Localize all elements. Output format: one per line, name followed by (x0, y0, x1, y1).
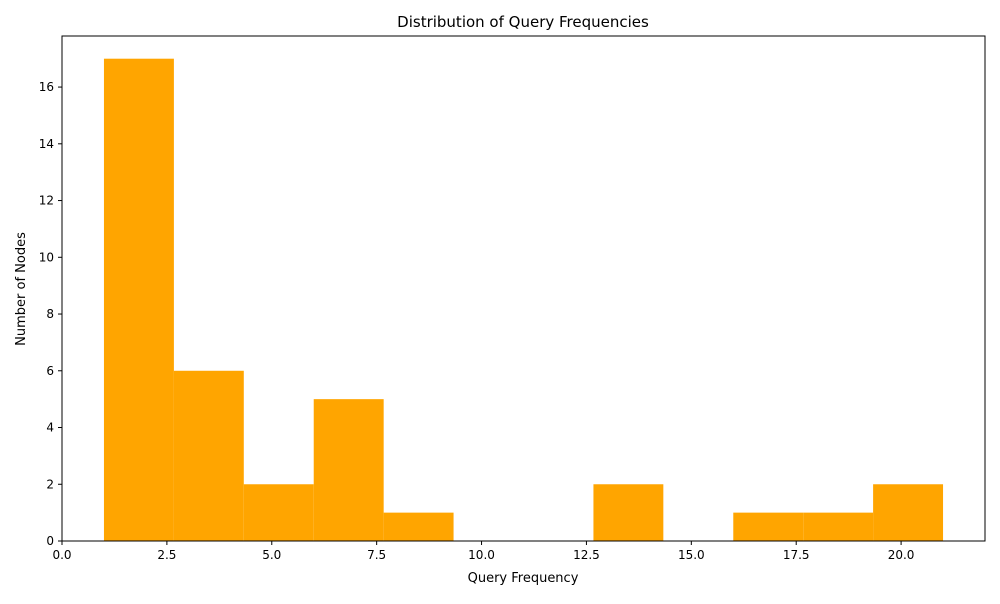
x-tick-label: 17.5 (783, 548, 810, 562)
x-tick-label: 20.0 (888, 548, 915, 562)
chart-title: Distribution of Query Frequencies (397, 13, 649, 31)
y-tick-label: 16 (39, 80, 54, 94)
x-tick-label: 15.0 (678, 548, 705, 562)
x-axis-label: Query Frequency (468, 571, 579, 586)
x-tick-label: 12.5 (573, 548, 600, 562)
y-tick-label: 6 (46, 364, 54, 378)
histogram-bar-2 (243, 484, 314, 541)
y-tick-label: 2 (46, 477, 54, 491)
x-tick-label: 5.0 (262, 548, 281, 562)
x-tick-label: 7.5 (367, 548, 386, 562)
y-tick-label: 10 (39, 250, 54, 264)
x-tick-label: 10.0 (468, 548, 495, 562)
y-tick-label: 0 (46, 534, 54, 548)
histogram-bar-3 (313, 399, 384, 541)
histogram-bar-1 (173, 370, 244, 541)
plot-frame (61, 35, 986, 542)
x-tick-label: 0.0 (52, 548, 71, 562)
histogram-bar-11 (873, 484, 944, 541)
histogram-bar-4 (383, 512, 454, 541)
histogram-bar-7 (593, 484, 664, 541)
y-axis-label: Number of Nodes (14, 232, 29, 346)
x-tick-label: 2.5 (157, 548, 176, 562)
y-tick-label: 8 (46, 307, 54, 321)
histogram-bar-0 (103, 58, 174, 542)
y-tick-label: 12 (39, 194, 54, 208)
histogram-bar-9 (733, 512, 804, 541)
y-tick-label: 4 (46, 421, 54, 435)
y-tick-label: 14 (39, 137, 54, 151)
histogram-bar-10 (803, 512, 874, 541)
x-axis-ticks: 0.0 2.5 5.0 7.5 10.0 12.5 15.0 17.5 20.0 (52, 541, 914, 562)
bars-group (103, 58, 944, 542)
y-axis-ticks: 0 2 4 6 8 10 12 14 16 (39, 80, 62, 548)
